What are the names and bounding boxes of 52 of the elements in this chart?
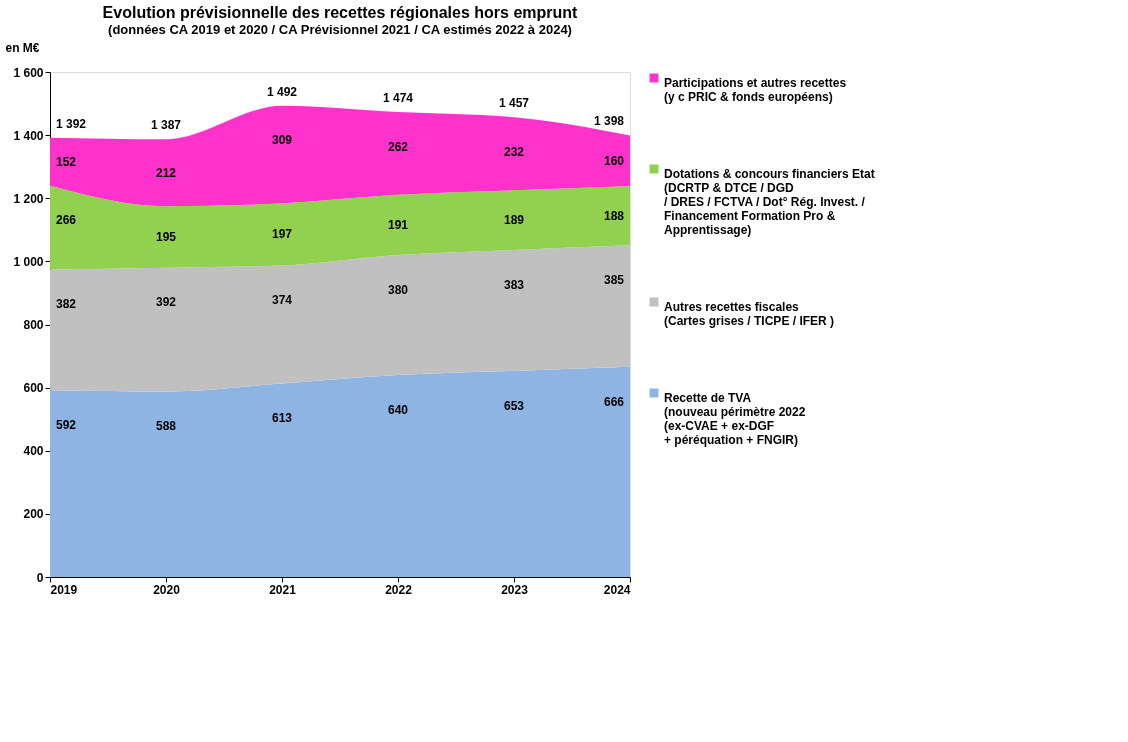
data-label: 382	[56, 297, 77, 312]
y-tick-label: 600	[23, 381, 44, 396]
data-label: 189	[503, 213, 525, 228]
total-label: 1 387	[150, 118, 182, 133]
y-tick-label: 1 600	[13, 65, 44, 80]
data-label: 266	[56, 213, 77, 228]
data-label: 232	[503, 144, 525, 159]
data-label: 212	[155, 165, 177, 180]
legend-label: Participations et autres recettes (y c PRIC & fonds européens)	[664, 76, 847, 104]
data-label: 588	[155, 419, 177, 434]
x-tick-label: 2023	[501, 582, 529, 597]
data-label: 666	[603, 394, 625, 409]
total-label: 1 457	[498, 96, 530, 111]
data-label: 160	[603, 153, 625, 168]
legend-label: Recette de TVA (nouveau périmètre 2022 (ex-CVAE + ex-DGF + péréquation + FNGIR)	[664, 391, 806, 447]
legend-label: Dotations & concours financiers Etat (DCRTP & DTCE / DGD / DRES / FCTVA / Dot° Rég. Invest. / Financement Formation Pro & Apprentissage)	[664, 167, 875, 237]
total-label: 1 474	[382, 91, 414, 106]
chart-title: Evolution prévisionnelle des recettes régionales hors emprunt	[102, 4, 579, 21]
y-tick-label: 400	[23, 444, 44, 459]
data-label: 195	[155, 229, 177, 244]
data-label: 188	[603, 208, 625, 223]
total-label: 1 398	[593, 114, 625, 129]
data-label: 374	[271, 293, 293, 308]
data-label: 640	[387, 402, 409, 417]
x-tick-label: 2019	[50, 582, 78, 597]
data-label: 592	[56, 417, 77, 432]
data-label: 383	[503, 277, 525, 292]
x-tick-label: 2020	[153, 582, 181, 597]
total-label: 1 492	[266, 84, 298, 99]
y-tick-label: 1 200	[13, 191, 44, 206]
data-label: 191	[387, 217, 409, 232]
chart-subtitle: (données CA 2019 et 2020 / CA Prévisionnel 2021 / CA estimés 2022 à 2024)	[108, 22, 572, 37]
x-tick-label: 2024	[603, 582, 631, 597]
data-label: 392	[155, 295, 177, 310]
x-tick-label: 2021	[269, 582, 297, 597]
data-label: 613	[271, 411, 293, 426]
data-label: 309	[271, 133, 293, 148]
x-tick-label: 2022	[385, 582, 413, 597]
data-label: 380	[387, 282, 409, 297]
legend-label: Autres recettes fiscales (Cartes grises / TICPE / IFER )	[664, 300, 835, 328]
y-tick-label: 0	[36, 570, 44, 585]
total-label: 1 392	[56, 116, 87, 131]
data-label: 385	[603, 273, 625, 287]
data-label: 197	[271, 227, 293, 242]
y-tick-label: 200	[23, 507, 44, 522]
y-tick-label: 1 000	[13, 254, 44, 269]
data-label: 262	[387, 139, 409, 154]
y-tick-label: 1 400	[13, 128, 44, 143]
data-label: 653	[503, 398, 525, 413]
y-axis-title: en M€	[5, 40, 40, 55]
y-tick-label: 800	[23, 318, 44, 332]
data-label: 152	[56, 154, 77, 169]
